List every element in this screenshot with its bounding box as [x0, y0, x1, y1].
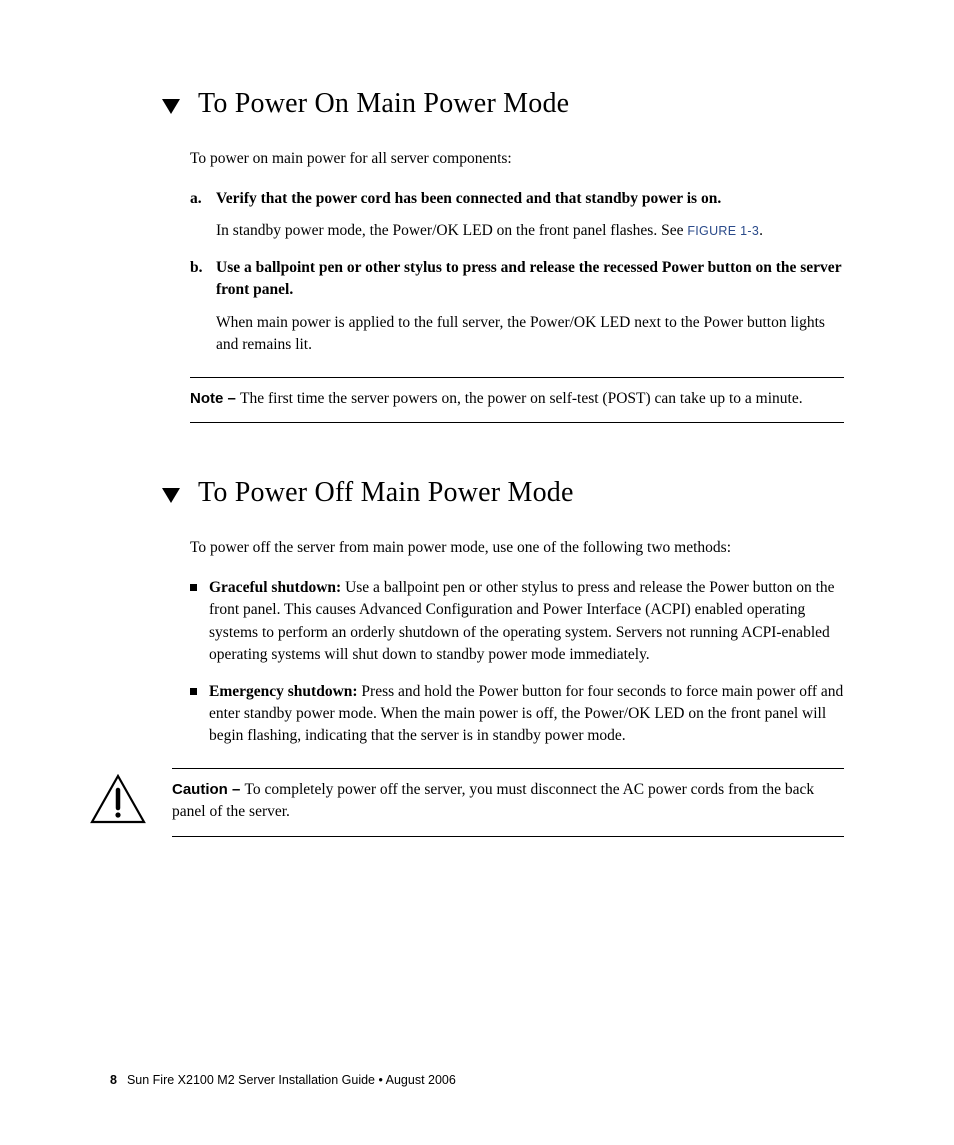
triangle-down-icon	[162, 488, 180, 503]
intro-power-off: To power off the server from main power …	[190, 537, 844, 559]
note-label: Note –	[190, 390, 240, 407]
list-item: Emergency shutdown: Press and hold the P…	[190, 681, 844, 748]
caution-block: Caution – To completely power off the se…	[90, 768, 844, 837]
heading-power-off: To Power Off Main Power Mode	[198, 477, 574, 509]
heading-row: To Power Off Main Power Mode	[162, 477, 844, 509]
step-a: a. Verify that the power cord has been c…	[190, 188, 844, 243]
step-body: In standby power mode, the Power/OK LED …	[216, 220, 763, 242]
caution-text-block: Caution – To completely power off the se…	[172, 768, 844, 837]
bullet-lead: Emergency shutdown:	[209, 683, 358, 700]
list-item: Graceful shutdown: Use a ballpoint pen o…	[190, 577, 844, 667]
step-content: Verify that the power cord has been conn…	[216, 188, 763, 243]
step-letter: a.	[190, 188, 206, 243]
square-bullet-icon	[190, 584, 197, 591]
warning-triangle-icon	[90, 774, 146, 824]
triangle-down-icon	[162, 99, 180, 114]
note-text: The first time the server powers on, the…	[240, 390, 803, 407]
note-block: Note – The first time the server powers …	[190, 377, 844, 423]
rule-bottom	[190, 422, 844, 423]
step-body-pre: In standby power mode, the Power/OK LED …	[216, 222, 687, 239]
heading-power-on: To Power On Main Power Mode	[198, 88, 569, 120]
section-power-off: To Power Off Main Power Mode To power of…	[110, 477, 844, 837]
heading-row: To Power On Main Power Mode	[162, 88, 844, 120]
step-title: Use a ballpoint pen or other stylus to p…	[216, 259, 841, 298]
step-letter: b.	[190, 257, 206, 357]
step-b: b. Use a ballpoint pen or other stylus t…	[190, 257, 844, 357]
caution-body: Caution – To completely power off the se…	[172, 769, 844, 836]
note-body: Note – The first time the server powers …	[190, 378, 844, 422]
bullet-list: Graceful shutdown: Use a ballpoint pen o…	[190, 577, 844, 748]
square-bullet-icon	[190, 688, 197, 695]
section-power-on: To Power On Main Power Mode To power on …	[110, 88, 844, 423]
ordered-steps: a. Verify that the power cord has been c…	[190, 188, 844, 357]
doc-title: Sun Fire X2100 M2 Server Installation Gu…	[127, 1073, 456, 1087]
figure-ref-link[interactable]: FIGURE 1-3	[687, 224, 759, 238]
page: To Power On Main Power Mode To power on …	[0, 0, 954, 1145]
bullet-content: Graceful shutdown: Use a ballpoint pen o…	[209, 577, 844, 667]
page-number: 8	[110, 1073, 117, 1087]
caution-label: Caution –	[172, 781, 245, 798]
step-title: Verify that the power cord has been conn…	[216, 190, 721, 207]
intro-power-on: To power on main power for all server co…	[190, 148, 844, 170]
step-content: Use a ballpoint pen or other stylus to p…	[216, 257, 844, 357]
bullet-lead: Graceful shutdown:	[209, 579, 341, 596]
caution-text: To completely power off the server, you …	[172, 781, 814, 820]
rule-bottom	[172, 836, 844, 837]
page-footer: 8 Sun Fire X2100 M2 Server Installation G…	[110, 1073, 456, 1087]
step-body-post: .	[759, 222, 763, 239]
bullet-content: Emergency shutdown: Press and hold the P…	[209, 681, 844, 748]
step-body: When main power is applied to the full s…	[216, 312, 844, 357]
